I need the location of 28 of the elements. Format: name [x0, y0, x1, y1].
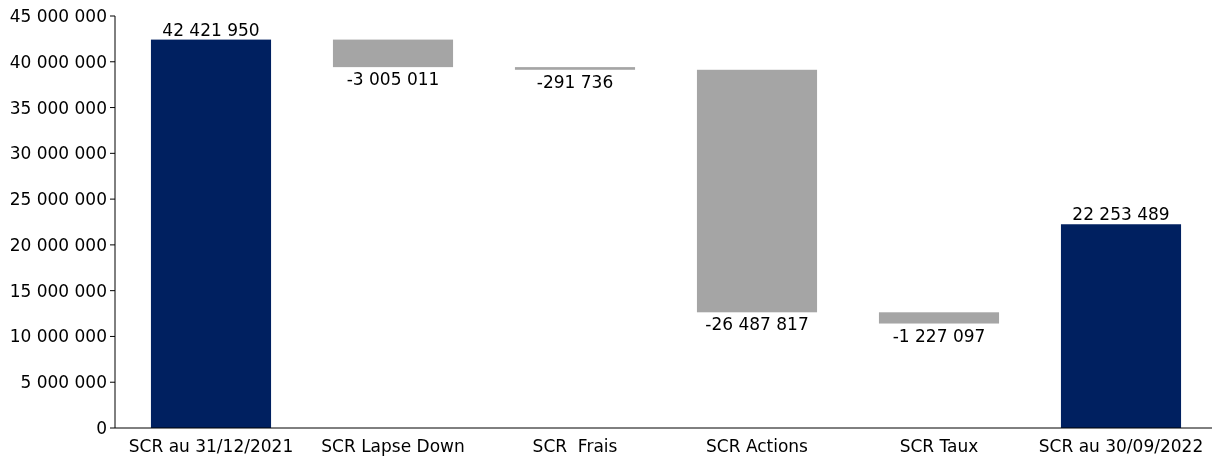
bar [150, 39, 272, 428]
y-tick-label: 5 000 000 [20, 372, 107, 393]
y-tick-label: 0 [96, 417, 107, 438]
y-tick-label: 30 000 000 [9, 143, 107, 164]
data-label: -26 487 817 [705, 314, 809, 335]
y-tick-label: 20 000 000 [9, 234, 107, 255]
x-tick-label: SCR Taux [899, 436, 979, 456]
data-label: -1 227 097 [892, 325, 986, 346]
x-tick-label: SCR au 30/09/2022 [1038, 436, 1204, 456]
y-tick-label: 25 000 000 [9, 189, 107, 210]
x-tick-label: SCR au 31/12/2021 [128, 436, 294, 456]
x-tick-label: SCR Lapse Down [321, 436, 465, 456]
data-label: -3 005 011 [346, 69, 440, 90]
y-tick-label: 35 000 000 [9, 97, 107, 118]
y-tick-label: 15 000 000 [9, 280, 107, 301]
bar [1060, 224, 1182, 428]
x-tick-label: SCR Frais [532, 436, 618, 456]
y-tick-label: 10 000 000 [9, 326, 107, 347]
bar [332, 39, 454, 68]
data-label: 42 421 950 [162, 19, 260, 40]
bar [696, 69, 818, 313]
data-label: -291 736 [536, 71, 614, 92]
y-tick-label: 45 000 000 [9, 5, 107, 26]
bar [514, 67, 636, 70]
x-tick-label: SCR Actions [706, 436, 809, 456]
y-tick-label: 40 000 000 [9, 51, 107, 72]
data-label: 22 253 489 [1072, 204, 1170, 225]
bar [878, 312, 1000, 324]
